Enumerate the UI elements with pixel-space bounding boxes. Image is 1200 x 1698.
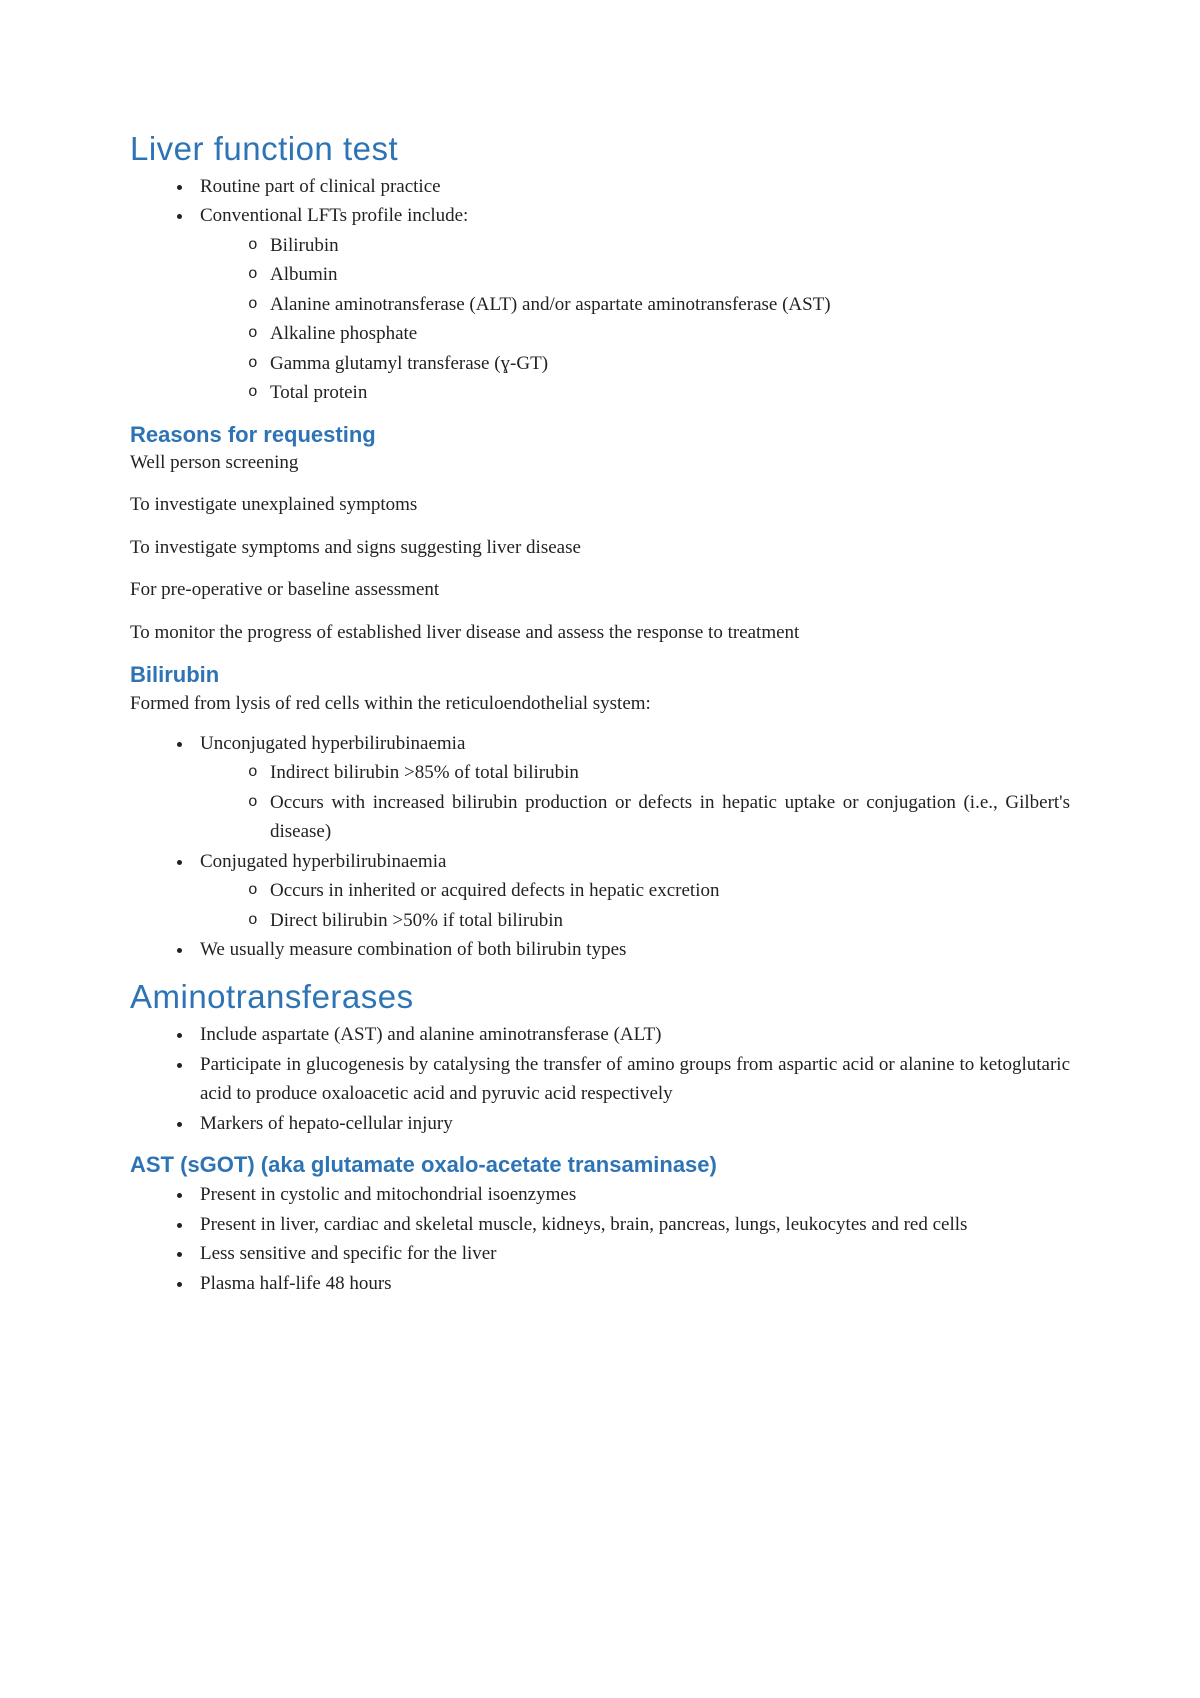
heading-aminotransferases: Aminotransferases xyxy=(130,978,1070,1016)
lft-overview-list: Routine part of clinical practice Conven… xyxy=(130,172,1070,408)
list-item: Indirect bilirubin >85% of total bilirub… xyxy=(248,758,1070,787)
heading-reasons: Reasons for requesting xyxy=(130,422,1070,448)
list-item: Plasma half-life 48 hours xyxy=(194,1269,1070,1298)
reason-line: For pre-operative or baseline assessment xyxy=(130,577,1070,604)
list-item: Less sensitive and specific for the live… xyxy=(194,1239,1070,1268)
bilirubin-conj-sublist: Occurs in inherited or acquired defects … xyxy=(200,876,1070,935)
list-item: Include aspartate (AST) and alanine amin… xyxy=(194,1020,1070,1049)
list-item: Alanine aminotransferase (ALT) and/or as… xyxy=(248,290,1070,319)
bilirubin-list: Unconjugated hyperbilirubinaemia Indirec… xyxy=(130,729,1070,965)
list-item: Occurs in inherited or acquired defects … xyxy=(248,876,1070,905)
list-item: Direct bilirubin >50% if total bilirubin xyxy=(248,906,1070,935)
reason-line: To investigate unexplained symptoms xyxy=(130,492,1070,519)
heading-ast: AST (sGOT) (aka glutamate oxalo-acetate … xyxy=(130,1152,1070,1178)
list-item: Bilirubin xyxy=(248,231,1070,260)
list-item: Total protein xyxy=(248,378,1070,407)
list-item-label: Conventional LFTs profile include: xyxy=(200,205,468,226)
reason-line: To monitor the progress of established l… xyxy=(130,620,1070,647)
reason-line: To investigate symptoms and signs sugges… xyxy=(130,535,1070,562)
list-item-label: Unconjugated hyperbilirubinaemia xyxy=(200,733,465,754)
heading-liver-function-test: Liver function test xyxy=(130,130,1070,168)
heading-bilirubin: Bilirubin xyxy=(130,662,1070,688)
list-item: Occurs with increased bilirubin producti… xyxy=(248,788,1070,847)
list-item: Markers of hepato-cellular injury xyxy=(194,1109,1070,1138)
list-item: Gamma glutamyl transferase (ɣ-GT) xyxy=(248,349,1070,378)
list-item-label: Conjugated hyperbilirubinaemia xyxy=(200,851,446,872)
list-item: Conventional LFTs profile include: Bilir… xyxy=(194,201,1070,407)
list-item: Routine part of clinical practice xyxy=(194,172,1070,201)
lft-profile-list: Bilirubin Albumin Alanine aminotransfera… xyxy=(200,231,1070,408)
bilirubin-unconj-sublist: Indirect bilirubin >85% of total bilirub… xyxy=(200,758,1070,846)
document-page: Liver function test Routine part of clin… xyxy=(0,0,1200,1698)
ast-list: Present in cystolic and mitochondrial is… xyxy=(130,1180,1070,1298)
list-item: Conjugated hyperbilirubinaemia Occurs in… xyxy=(194,847,1070,935)
list-item: Albumin xyxy=(248,260,1070,289)
list-item: Participate in glucogenesis by catalysin… xyxy=(194,1050,1070,1109)
list-item: Unconjugated hyperbilirubinaemia Indirec… xyxy=(194,729,1070,847)
amino-list: Include aspartate (AST) and alanine amin… xyxy=(130,1020,1070,1138)
bilirubin-intro: Formed from lysis of red cells within th… xyxy=(130,690,1070,719)
list-item: Present in cystolic and mitochondrial is… xyxy=(194,1180,1070,1209)
list-item: We usually measure combination of both b… xyxy=(194,935,1070,964)
reasons-block: Well person screening To investigate une… xyxy=(130,450,1070,647)
list-item: Alkaline phosphate xyxy=(248,319,1070,348)
reason-line: Well person screening xyxy=(130,450,1070,477)
list-item: Present in liver, cardiac and skeletal m… xyxy=(194,1210,1070,1239)
